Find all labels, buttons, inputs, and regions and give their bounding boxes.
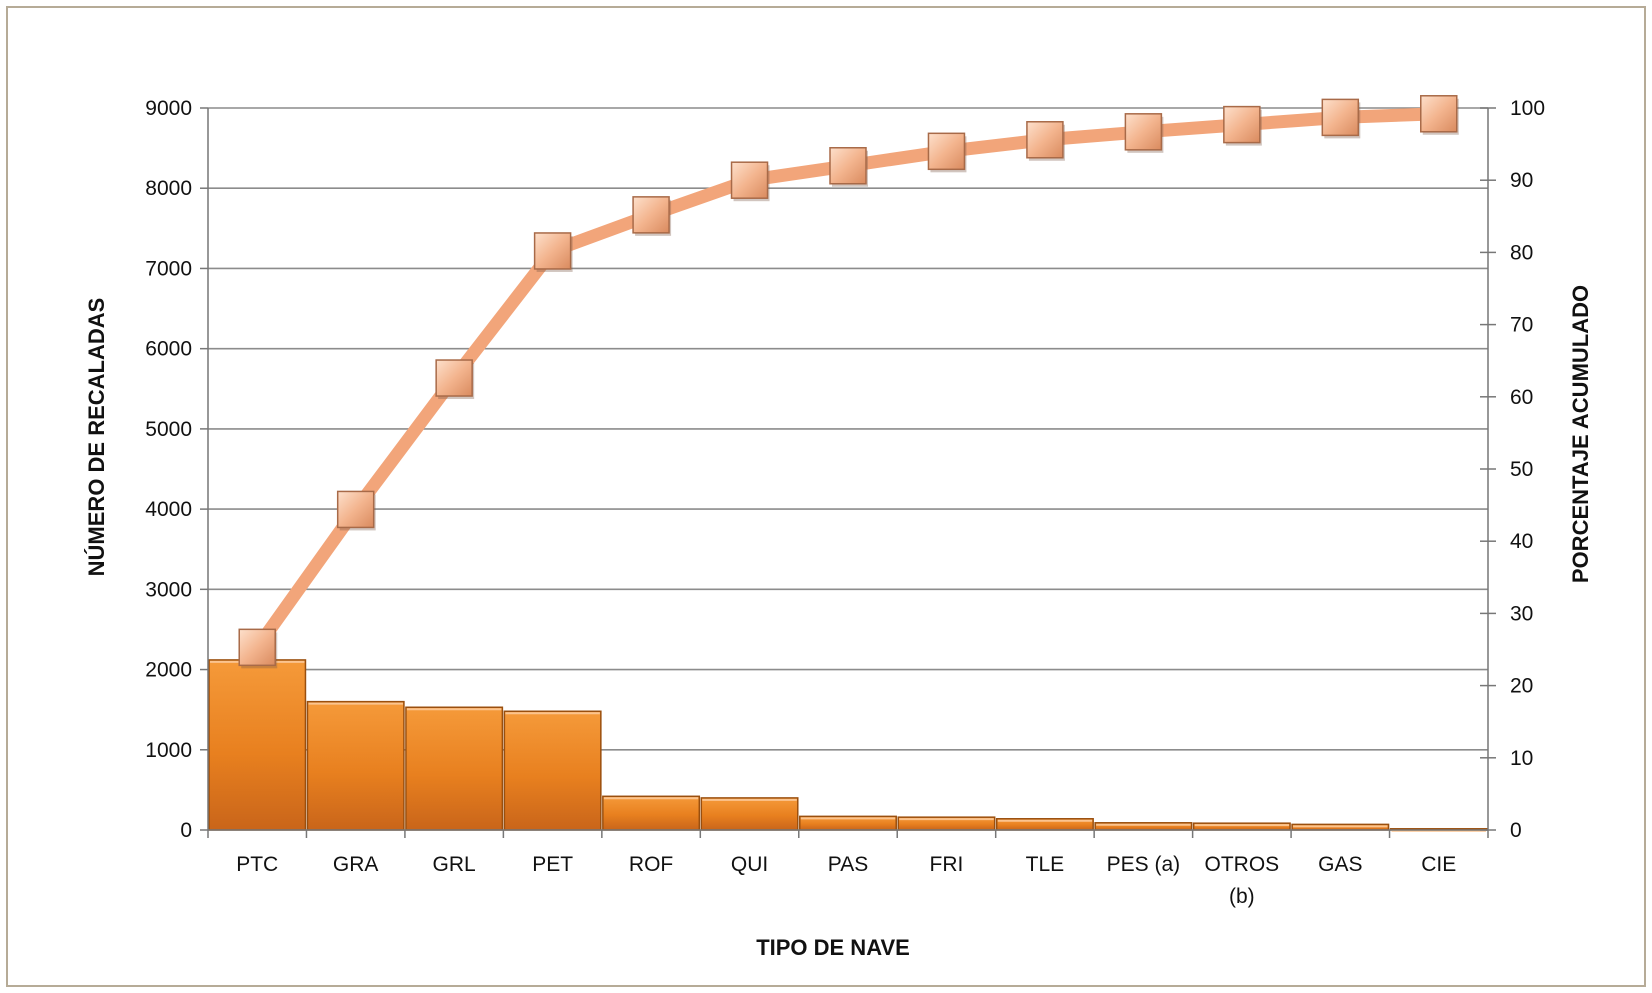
- y-axis-title: NÚMERO DE RECALADAS: [84, 298, 109, 577]
- cumulative-polyline: [250, 107, 1446, 654]
- x-tick-label-line: GRL: [433, 853, 476, 876]
- cumulative-line: [250, 107, 1446, 654]
- x-tick-label-line: GAS: [1318, 853, 1362, 876]
- cumulative-marker: [238, 628, 276, 667]
- cumulative-marker: [829, 147, 867, 185]
- x-tick-label-line: PAS: [828, 853, 868, 876]
- x-tick-label-line: QUI: [731, 853, 768, 876]
- cumulative-marker: [1026, 121, 1064, 159]
- bar: [405, 706, 504, 831]
- cumulative-marker: [1321, 98, 1360, 137]
- y2-tick-label: 30: [1510, 602, 1533, 625]
- x-tick-label: GRA: [333, 853, 379, 876]
- x-tick-label-line: PTC: [236, 853, 278, 876]
- bar: [700, 797, 799, 831]
- y2-tick-label: 50: [1510, 458, 1533, 481]
- bar: [208, 659, 307, 831]
- x-tick-label-line: (b): [1229, 885, 1255, 908]
- x-tick-label-line: TLE: [1026, 853, 1065, 876]
- y2-tick-label: 20: [1510, 675, 1533, 698]
- y-tick-label: 5000: [145, 418, 192, 441]
- y2-tick-label: 100: [1510, 97, 1545, 120]
- x-tick-label-line: CIE: [1421, 853, 1456, 876]
- cumulative-marker: [730, 161, 769, 199]
- x-tick-label: OTROS (b): [1205, 853, 1280, 908]
- tick-labels: 0 1000 2000 3000 4000 5000 6000 7000 8000 9000 0 10…: [145, 97, 1545, 908]
- x-tick-label: ROF: [629, 853, 673, 876]
- x-tick-label: GAS: [1318, 853, 1362, 876]
- y-tick-label: 9000: [145, 97, 192, 120]
- y-tick-label: 1000: [145, 739, 192, 762]
- x-tick-label-line: PET: [532, 853, 573, 876]
- y2-tick-label: 40: [1510, 530, 1533, 553]
- bars: [208, 659, 1488, 832]
- cumulative-marker: [927, 132, 966, 171]
- y2-tick-label: 80: [1510, 241, 1533, 264]
- cumulative-marker: [336, 490, 375, 529]
- cumulative-marker: [533, 232, 572, 270]
- axes: [200, 107, 1496, 838]
- y-tick-label: 2000: [145, 659, 192, 682]
- bar: [306, 700, 405, 831]
- cumulative-markers: [238, 95, 1459, 669]
- cumulative-marker: [1124, 113, 1163, 151]
- x-tick-label: GRL: [433, 853, 476, 876]
- y-tick-label: 4000: [145, 498, 192, 521]
- x-tick-label: FRI: [930, 853, 964, 876]
- y-tick-label: 7000: [145, 257, 192, 280]
- x-tick-label: PTC: [236, 853, 278, 876]
- y2-axis-title: PORCENTAJE ACUMULADO: [1568, 285, 1593, 583]
- x-tick-label: CIE: [1421, 853, 1456, 876]
- gridlines: [208, 107, 1488, 751]
- y-tick-label: 3000: [145, 578, 192, 601]
- x-axis-title: TIPO DE NAVE: [756, 935, 910, 960]
- cumulative-marker: [1223, 105, 1261, 144]
- x-tick-label-line: OTROS: [1205, 853, 1280, 876]
- x-tick-label: QUI: [731, 853, 768, 876]
- y2-tick-label: 60: [1510, 386, 1533, 409]
- x-tick-label: TLE: [1026, 853, 1065, 876]
- y2-tick-label: 0: [1510, 819, 1522, 842]
- x-tick-label: PET: [532, 853, 573, 876]
- x-tick-label: PAS: [828, 853, 868, 876]
- cumulative-marker: [1420, 95, 1458, 133]
- y2-tick-label: 70: [1510, 314, 1533, 337]
- x-tick-label-line: PES (a): [1107, 853, 1181, 876]
- x-tick-label-line: GRA: [333, 853, 379, 876]
- y-tick-label: 0: [180, 819, 192, 842]
- y2-tick-label: 10: [1510, 747, 1533, 770]
- y-tick-label: 6000: [145, 338, 192, 361]
- bar: [602, 795, 701, 831]
- y-tick-label: 8000: [145, 177, 192, 200]
- cumulative-marker: [632, 196, 670, 234]
- y2-tick-label: 90: [1510, 169, 1533, 192]
- x-tick-label-line: ROF: [629, 853, 673, 876]
- x-tick-label-line: FRI: [930, 853, 964, 876]
- x-tick-label: PES (a): [1107, 853, 1181, 876]
- bar: [503, 710, 602, 831]
- cumulative-marker: [435, 359, 473, 397]
